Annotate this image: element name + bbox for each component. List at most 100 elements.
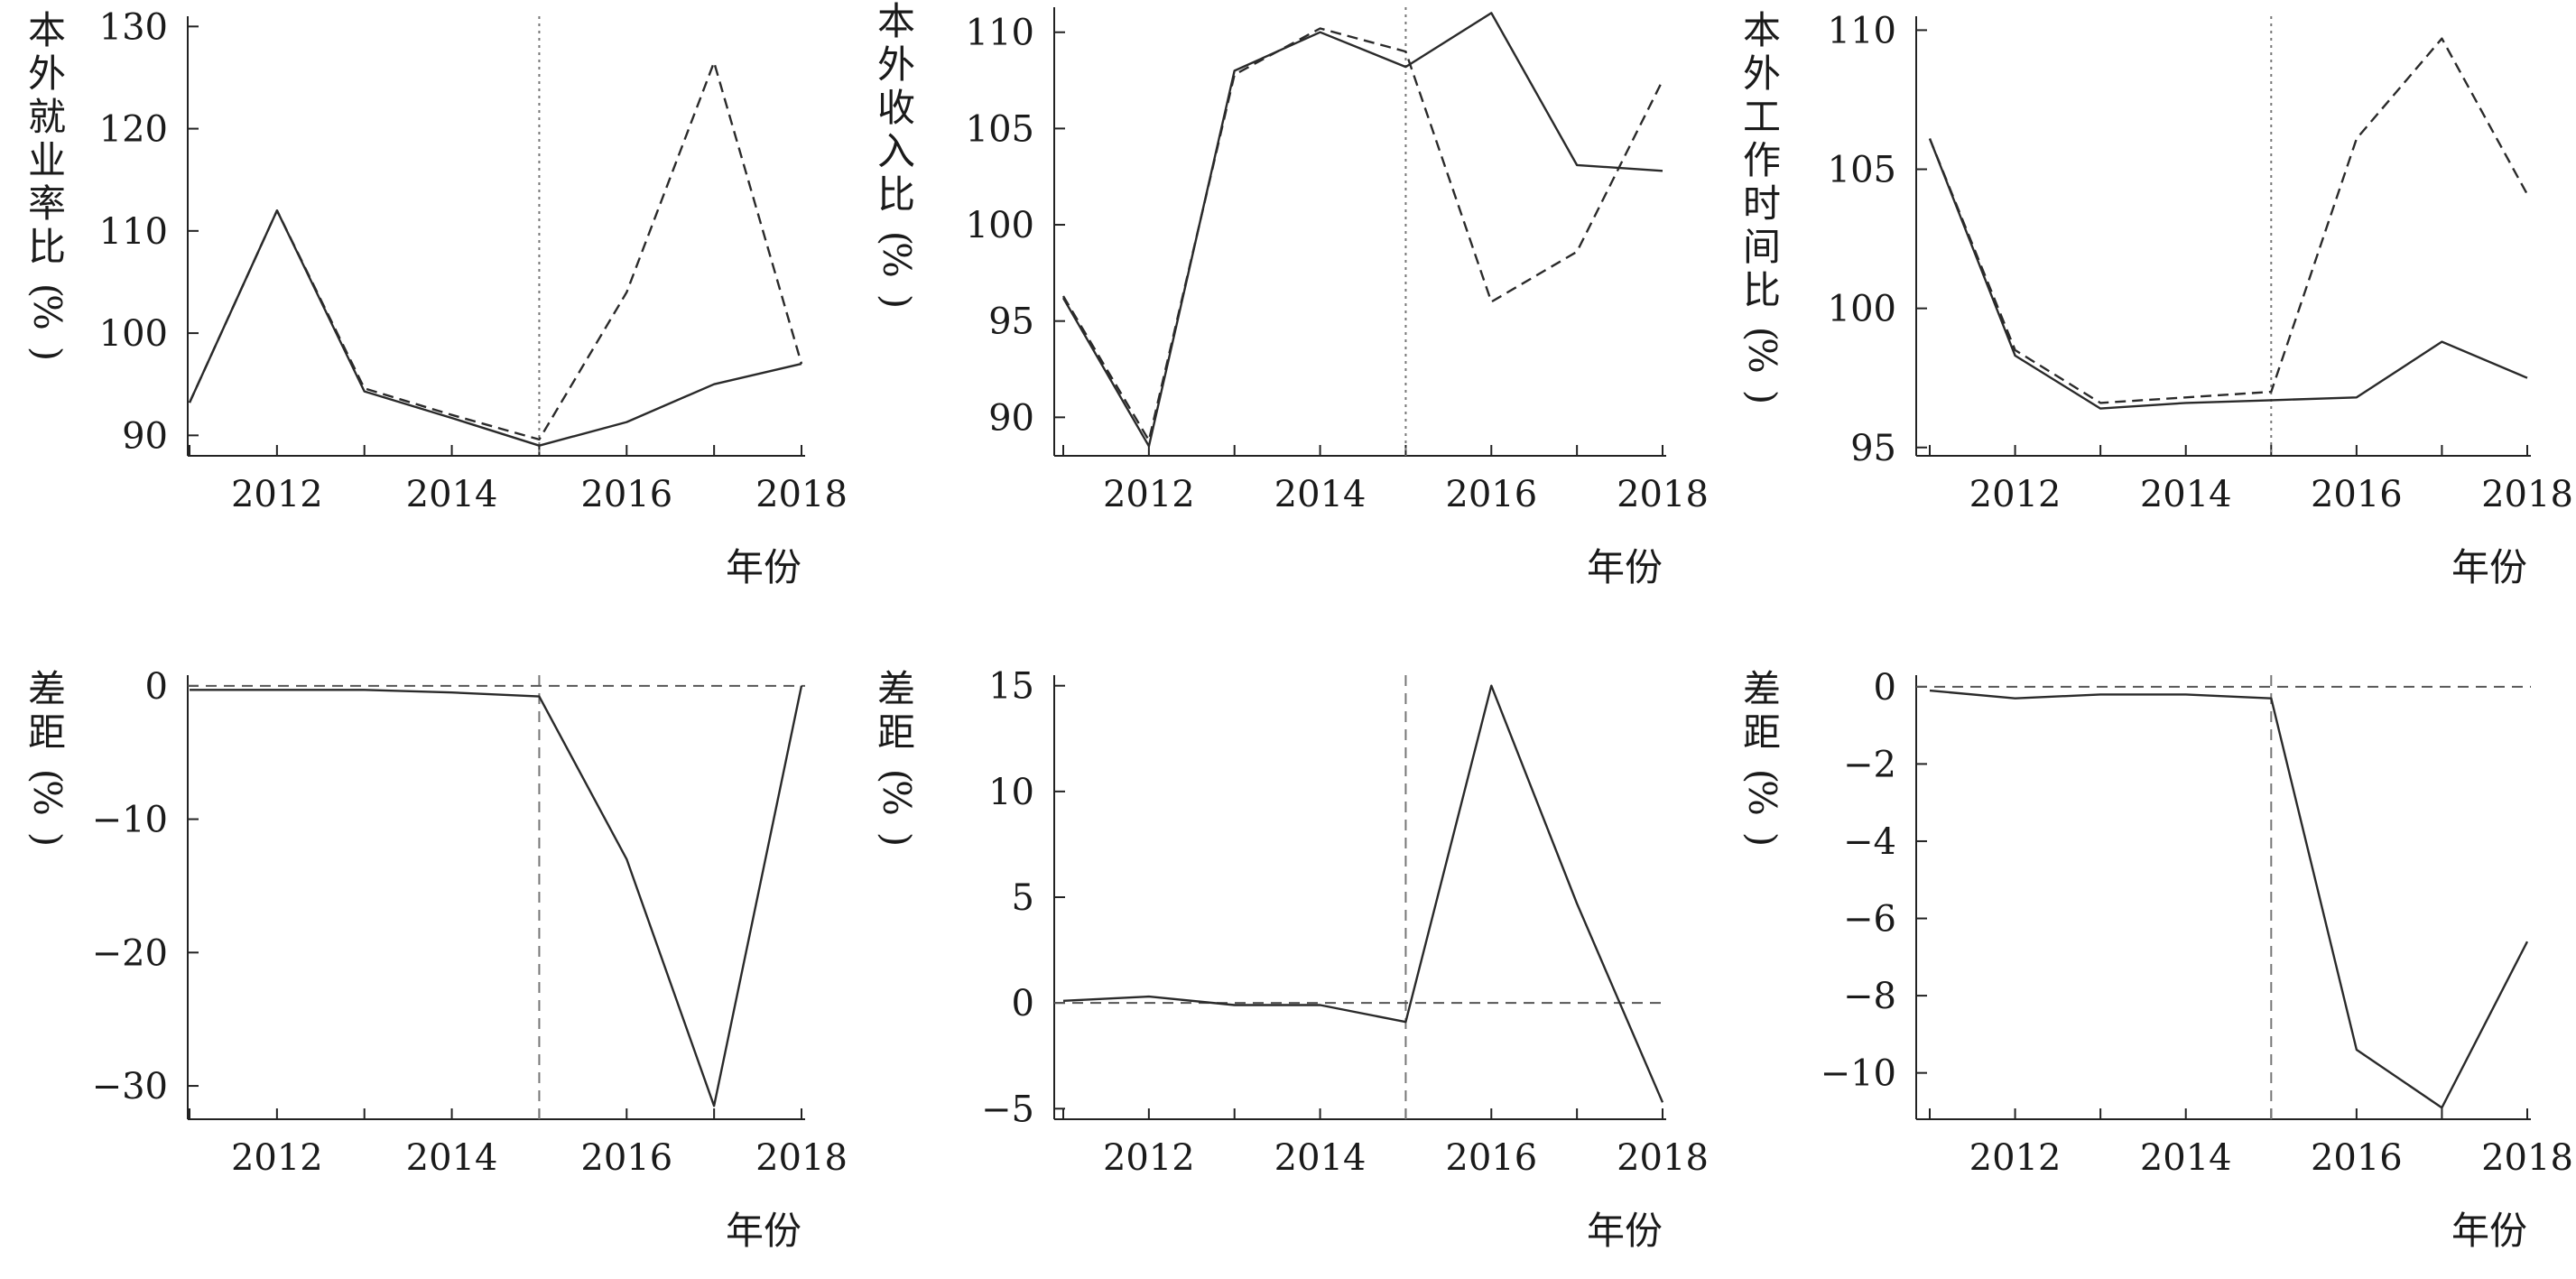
y-tick-label: 105 <box>1828 150 1896 191</box>
y-tick-label: 0 <box>1012 983 1034 1024</box>
y-axis-label-char: 率 <box>28 181 66 226</box>
y-axis-label-char: 入 <box>877 129 915 173</box>
x-tick-label: 2016 <box>580 1137 672 1179</box>
y-tick-label: 100 <box>99 313 168 355</box>
y-axis-label-char: ( <box>25 769 69 783</box>
x-tick-label: 2012 <box>1969 1137 2062 1179</box>
x-tick-label: 2018 <box>1617 474 1709 515</box>
y-tick-label: 105 <box>966 108 1034 150</box>
series-line-actual <box>188 209 802 447</box>
x-axis-label: 年份 <box>726 1209 802 1253</box>
y-axis-label-char: % <box>25 780 69 816</box>
x-axis-label: 年份 <box>2451 545 2527 589</box>
y-axis-label-char: % <box>1740 338 1784 374</box>
x-tick-label: 2012 <box>231 1137 323 1179</box>
y-tick-label: −8 <box>1843 976 1896 1017</box>
x-tick-label: 2016 <box>580 474 672 515</box>
x-axis-label: 年份 <box>2451 1209 2527 1253</box>
y-tick-label: 95 <box>1850 428 1896 469</box>
y-tick-label: 100 <box>1828 289 1896 330</box>
series-line-counterfactual <box>1061 27 1664 442</box>
y-tick-label: 15 <box>988 666 1034 708</box>
y-axis-label-char: % <box>875 242 919 278</box>
x-tick-label: 2014 <box>1274 474 1367 515</box>
y-axis-label-char: ( <box>1740 769 1784 783</box>
y-axis-label-char: 差 <box>877 667 915 711</box>
y-tick-label: −10 <box>92 800 168 841</box>
y-axis-label-char: 业 <box>28 138 66 182</box>
x-tick-label: 2012 <box>1103 474 1195 515</box>
y-axis-label-char: 比 <box>28 225 66 269</box>
series-line-counterfactual <box>1928 37 2529 404</box>
y-axis-label-char: ( <box>25 283 69 298</box>
y-axis-label-char: 外 <box>28 51 66 96</box>
y-axis-label-char: 比 <box>1743 268 1781 312</box>
x-tick-label: 2014 <box>406 1137 498 1179</box>
y-axis-label-char: % <box>1740 780 1784 816</box>
y-tick-label: 100 <box>966 205 1034 246</box>
x-tick-label: 2014 <box>406 474 498 515</box>
y-tick-label: 130 <box>99 6 168 48</box>
y-axis-label-char: ) <box>25 832 69 847</box>
x-tick-label: 2014 <box>2140 1137 2232 1179</box>
x-tick-label: 2014 <box>1274 1137 1367 1179</box>
y-tick-label: 110 <box>966 13 1034 54</box>
y-tick-label: 120 <box>99 109 168 151</box>
y-axis-label-char: 就 <box>28 95 66 139</box>
x-tick-label: 2016 <box>1445 1137 1537 1179</box>
x-axis-label: 年份 <box>1587 545 1663 589</box>
x-tick-label: 2018 <box>2481 1137 2573 1179</box>
y-tick-label: 95 <box>988 301 1034 343</box>
x-axis-label: 年份 <box>726 545 802 589</box>
series-line-gap <box>1929 689 2529 1109</box>
y-tick-label: 0 <box>1874 667 1896 709</box>
y-axis-label-char: 本 <box>877 0 915 43</box>
y-axis-label-char: % <box>875 780 919 816</box>
panel-4: 0 −10 −20 −30 2012 2014 2016 2018 年份 差距 (%) <box>25 666 848 1253</box>
x-tick-label: 2018 <box>2481 474 2573 515</box>
y-axis-label-char: 外 <box>1743 51 1781 96</box>
y-tick-label: 90 <box>122 415 168 457</box>
y-axis-label-char: 距 <box>28 710 66 755</box>
y-axis-label-char: 时 <box>1743 181 1781 226</box>
series-line-counterfactual <box>188 60 803 441</box>
y-axis-label-char: ) <box>875 294 919 309</box>
y-axis-label-char: 间 <box>1743 225 1781 269</box>
y-axis-label-char: 本 <box>1743 8 1781 52</box>
y-axis-label-char: ( <box>1740 327 1784 341</box>
panel-5: 15 10 5 0 −5 2012 2014 2016 2018 年份 差距 (%) <box>875 666 1709 1253</box>
x-tick-label: 2018 <box>755 474 848 515</box>
y-axis-label-char: ( <box>875 769 919 783</box>
x-tick-label: 2016 <box>1445 474 1537 515</box>
y-tick-label: −6 <box>1843 899 1896 941</box>
series-line-actual <box>1061 12 1663 448</box>
x-axis-label: 年份 <box>1587 1209 1663 1253</box>
y-axis-label-char: 本 <box>28 8 66 52</box>
series-line-gap <box>190 685 803 1108</box>
y-tick-label: 110 <box>1828 10 1896 51</box>
y-tick-label: 10 <box>988 772 1034 813</box>
y-axis-label-char: 差 <box>1743 667 1781 711</box>
y-tick-label: 0 <box>145 666 168 708</box>
x-tick-label: 2012 <box>1103 1137 1195 1179</box>
y-tick-label: −4 <box>1843 821 1896 863</box>
x-tick-label: 2018 <box>1617 1137 1709 1179</box>
x-tick-label: 2012 <box>231 474 323 515</box>
y-tick-label: 90 <box>988 397 1034 439</box>
y-tick-label: −20 <box>92 932 168 974</box>
x-tick-label: 2014 <box>2140 474 2232 515</box>
panel-6: 0 −2 −4 −6 −8 −10 2012 2014 2016 2018 年份 差距 (%) <box>1740 667 2573 1253</box>
y-axis-label-char: 工 <box>1743 95 1781 139</box>
y-axis-label-char: 收 <box>877 86 915 130</box>
x-tick-label: 2016 <box>2311 474 2403 515</box>
y-tick-label: −30 <box>92 1066 168 1108</box>
x-tick-label: 2018 <box>755 1137 848 1179</box>
y-axis-label-char: 比 <box>877 172 915 217</box>
y-axis-label-char: ) <box>1740 832 1784 847</box>
series-line-actual <box>1928 138 2528 410</box>
y-axis-label-char: ) <box>875 832 919 847</box>
